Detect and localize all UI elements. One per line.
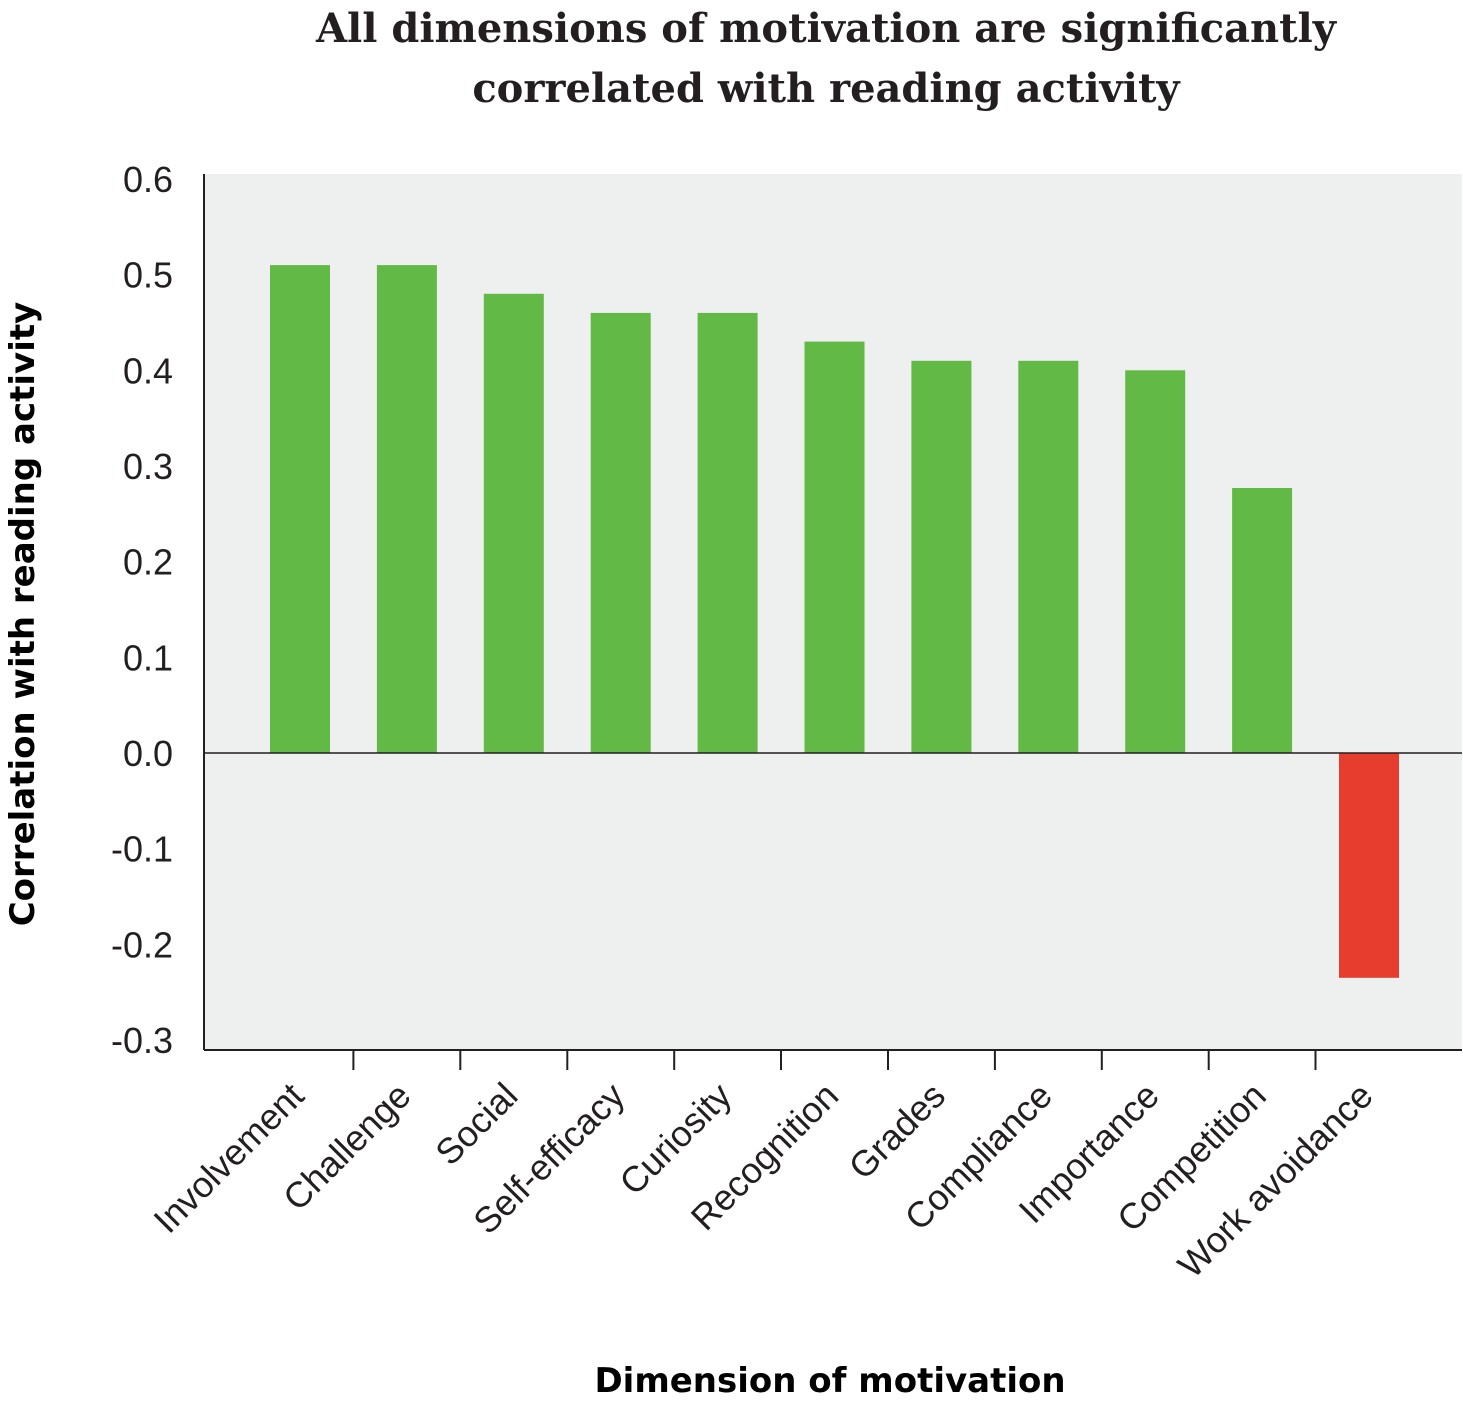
bar-challenge [376, 265, 437, 753]
y-tick-label: 0.1 [123, 637, 173, 678]
bar-work-avoidance [1339, 753, 1399, 978]
y-tick-label: 0.5 [123, 255, 173, 296]
x-category-label: Involvement [145, 1075, 311, 1241]
y-tick-label: -0.3 [111, 1020, 173, 1061]
bar-competition [1232, 488, 1293, 753]
bar-grades [911, 360, 972, 753]
y-tick-label: -0.1 [111, 829, 173, 870]
x-category-label: Work avoidance [1170, 1075, 1381, 1286]
bar-importance [1125, 370, 1186, 753]
bars-layer [270, 265, 1399, 978]
y-tick-label: -0.2 [111, 924, 173, 965]
bar-self-efficacy [590, 312, 651, 753]
bar-curiosity [697, 312, 758, 753]
chart-title-line-2: correlated with reading activity [472, 65, 1181, 112]
y-tick-label: 0.3 [123, 446, 173, 487]
y-axis-title: Correlation with reading activity [3, 302, 43, 927]
bar-recognition [804, 341, 865, 753]
y-tick-labels: 0.6 0.5 0.4 0.3 0.2 0.1 0.0 -0.1 -0.2 -0.3 [111, 159, 173, 1061]
axes-layer [203, 174, 1462, 1070]
x-axis-title: Dimension of motivation [594, 1361, 1065, 1401]
x-category-label: Social [427, 1075, 525, 1173]
y-tick-label: 0.6 [123, 159, 173, 200]
y-tick-label: 0.4 [123, 350, 173, 391]
bar-compliance [1018, 360, 1079, 753]
chart-title-line-1: All dimensions of motivation are signifi… [315, 5, 1338, 52]
bar-social [483, 293, 544, 753]
bar-involvement [270, 265, 330, 753]
y-tick-label: 0.0 [123, 733, 173, 774]
y-tick-label: 0.2 [123, 542, 173, 583]
